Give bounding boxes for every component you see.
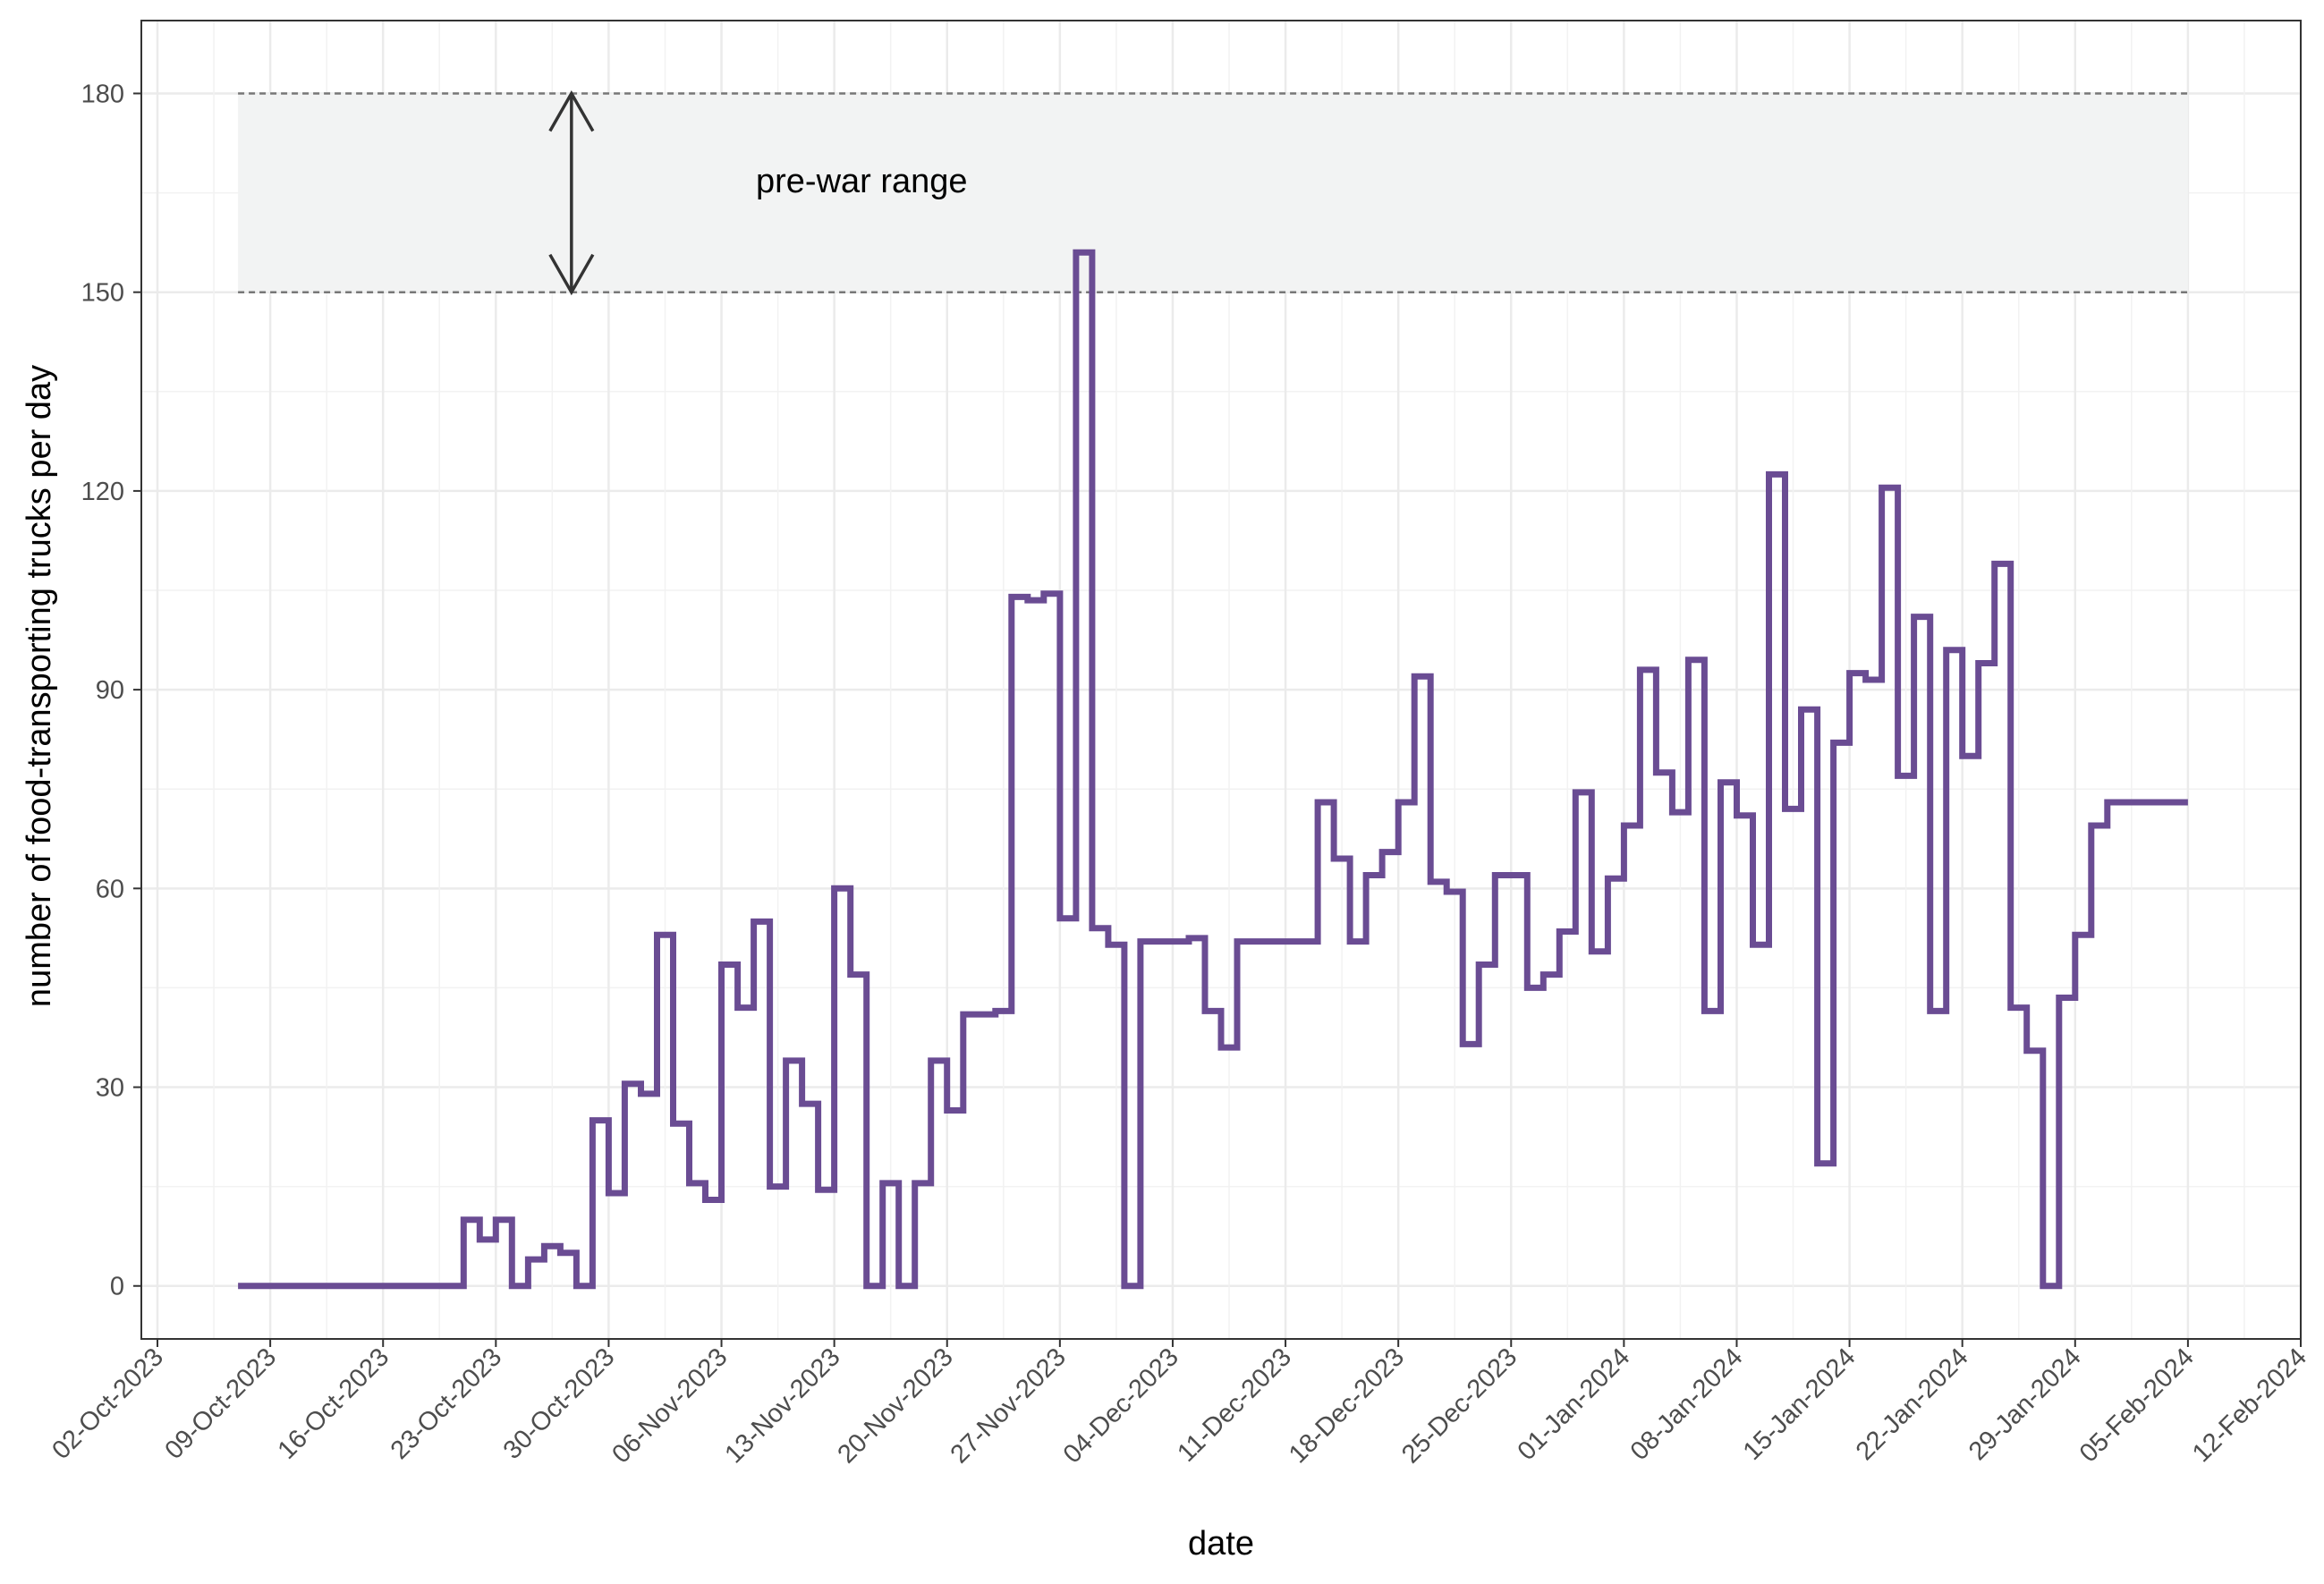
x-tick-label: 23-Oct-2023: [386, 1343, 508, 1465]
x-tick-label: 11-Dec-2023: [1172, 1343, 1297, 1468]
plot-frame: [140, 20, 2302, 1340]
range-arrow-head-up: [548, 89, 595, 132]
x-tick-label: 22-Jan-2024: [1851, 1343, 1974, 1466]
x-tick-label: 18-Dec-2023: [1284, 1343, 1410, 1469]
y-tick-label: 90: [96, 676, 124, 705]
x-tick-label: 20-Nov-2023: [833, 1343, 959, 1469]
x-axis-title: date: [1188, 1525, 1254, 1563]
x-tick-label: 05-Feb-2024: [2074, 1343, 2200, 1468]
x-tick-label: 15-Jan-2024: [1738, 1343, 1862, 1466]
y-tick-label: 150: [81, 279, 124, 308]
band-fill: [238, 93, 2188, 292]
y-tick-label: 30: [96, 1074, 124, 1103]
x-tick-label: 27-Nov-2023: [946, 1343, 1072, 1469]
x-tick-label: 30-Oct-2023: [498, 1343, 621, 1465]
x-tick-label: 13-Nov-2023: [719, 1343, 845, 1469]
x-tick-label: 02-Oct-2023: [47, 1343, 169, 1465]
series: [238, 249, 2188, 1290]
x-tick-label: 12-Feb-2024: [2187, 1343, 2312, 1468]
pre-war-range-label: pre-war range: [756, 163, 968, 200]
range-arrow-head-down: [548, 253, 595, 296]
y-tick-label: 120: [81, 478, 124, 506]
y-tick-label: 180: [81, 80, 124, 108]
x-tick-label: 04-Dec-2023: [1058, 1343, 1184, 1469]
y-tick-label: 60: [96, 875, 124, 903]
y-axis-title: number of food-transporting trucks per d…: [21, 365, 58, 1007]
food-trucks-step-line: [238, 249, 2188, 1290]
x-tick-label: 08-Jan-2024: [1625, 1343, 1749, 1466]
x-tick-label: 09-Oct-2023: [159, 1343, 282, 1465]
y-tick-label: 0: [110, 1273, 124, 1301]
x-tick-label: 29-Jan-2024: [1964, 1343, 2087, 1466]
panel-border: [140, 20, 2302, 1340]
x-tick-label: 06-Nov-2023: [606, 1343, 733, 1469]
x-tick-label: 25-Dec-2023: [1396, 1343, 1522, 1469]
x-tick-label: 01-Jan-2024: [1513, 1343, 1636, 1466]
x-tick-label: 16-Oct-2023: [273, 1343, 395, 1465]
pre-war-range-band: [238, 89, 2188, 296]
